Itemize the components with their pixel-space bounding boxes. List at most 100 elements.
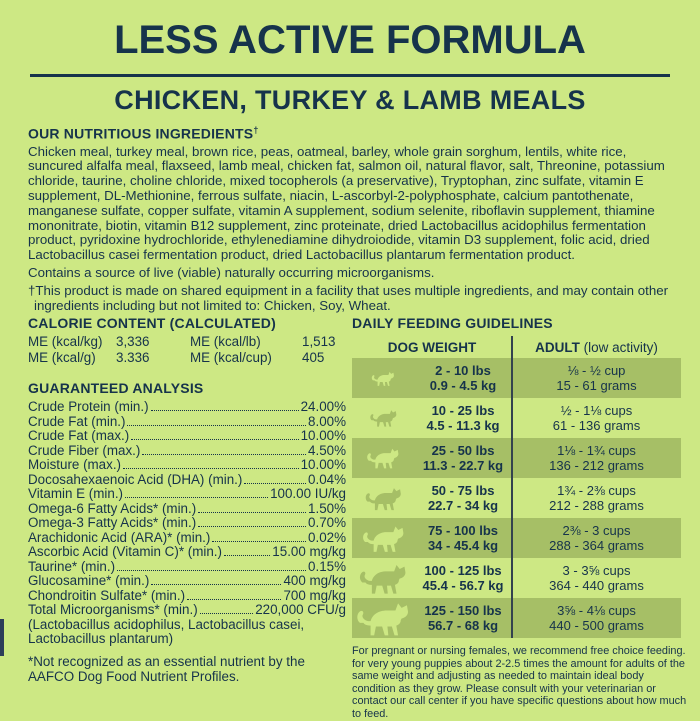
aafco-footnote: *Not recognized as an essential nutrient…: [28, 653, 305, 684]
calorie-value: 1,513: [302, 334, 336, 349]
amount-cups: ½ - 1⅛ cups: [560, 403, 633, 418]
feeding-amount-cell: 1¾ - 2⅜ cups 212 - 288 grams: [512, 483, 681, 513]
feeding-table: DOG WEIGHT ADULT (low activity) 2 - 10 l…: [352, 336, 681, 638]
feeding-row: 50 - 75 lbs 22.7 - 34 kg 1¾ - 2⅜ cups 212 -…: [352, 478, 681, 518]
calorie-value: 3,336: [116, 334, 150, 349]
ga-nutrient-value: 24.00%: [300, 399, 346, 414]
amount-cups: ⅛ - ½ cup: [567, 363, 626, 378]
adult-header-bold: ADULT: [535, 339, 580, 355]
feeding-amount-cell: 3⅝ - 4⅛ cups 440 - 500 grams: [512, 603, 681, 633]
dot-leader: [151, 584, 282, 585]
amount-grams: 440 - 500 grams: [549, 618, 644, 633]
ga-nutrient-label: Chondroitin Sulfate* (min.): [28, 587, 186, 603]
dot-leader: [150, 410, 299, 411]
dog-weight-cell: 125 - 150 lbs 56.7 - 68 kg: [414, 603, 512, 633]
dot-leader: [244, 482, 307, 484]
species-line: (Lactobacillus acidophilus, Lactobacillu…: [28, 616, 305, 632]
ga-nutrient-value: 700 mg/kg: [283, 587, 346, 603]
ga-row: Crude Fat (min.) 8.00%: [28, 413, 346, 430]
feeding-amount-cell: 3 - 3⅝ cups 364 - 440 grams: [512, 563, 681, 593]
ga-nutrient-label: Taurine* (min.): [28, 558, 116, 574]
amount-grams: 61 - 136 grams: [552, 418, 641, 433]
ga-row: Omega-3 Fatty Acids* (min.) 0.70%: [28, 515, 346, 531]
weight-kg: 34 - 45.4 kg: [427, 538, 499, 553]
amount-cups: 3 - 3⅝ cups: [562, 563, 631, 578]
ga-row: Crude Protein (min.) 24.00%: [28, 399, 346, 415]
column-divider: [511, 336, 513, 638]
weight-kg: 4.5 - 11.3 kg: [426, 418, 500, 433]
dog-weight-cell: 2 - 10 lbs 0.9 - 4.5 kg: [414, 363, 512, 393]
dot-leader: [198, 511, 307, 513]
dog-icon-cell: [352, 446, 414, 470]
feeding-amount-cell: 1⅛ - 1¾ cups 136 - 212 grams: [512, 443, 681, 473]
dot-leader: [142, 453, 307, 455]
calorie-label: ME (kcal/kg): [28, 334, 103, 349]
weight-kg: 45.4 - 56.7 kg: [422, 578, 504, 593]
dog-weight-cell: 50 - 75 lbs 22.7 - 34 kg: [414, 483, 512, 513]
microorganisms-note: Contains a source of live (viable) natur…: [28, 265, 435, 281]
ga-nutrient-label: Arachidonic Acid (ARA)* (min.): [28, 529, 211, 545]
guaranteed-analysis-list: Crude Protein (min.) 24.00% Crude Fat (min…: [28, 399, 346, 618]
dot-leader: [199, 613, 254, 614]
ga-nutrient-label: Omega-6 Fatty Acids* (min.): [28, 500, 197, 516]
dog-icon-cell: [352, 408, 414, 428]
nutrition-column: CALORIE CONTENT (CALCULATED) ME (kcal/kg…: [28, 316, 346, 684]
dog-icon-cell: [352, 561, 414, 596]
shared-equipment-note: †This product is made on shared equipmen…: [28, 282, 669, 313]
ga-nutrient-label: Vitamin E (min.): [28, 486, 123, 501]
product-label-panel: LESS ACTIVE FORMULA CHICKEN, TURKEY & LA…: [0, 18, 686, 720]
feeding-row: 125 - 150 lbs 56.7 - 68 kg 3⅝ - 4⅛ cups 440…: [352, 598, 681, 638]
ga-row: Arachidonic Acid (ARA)* (min.) 0.02%: [28, 529, 346, 546]
ga-nutrient-label: Crude Fat (min.): [28, 413, 126, 429]
dog-weight-header: DOG WEIGHT: [387, 339, 477, 355]
ga-nutrient-label: Docosahexaenoic Acid (DHA) (min.): [28, 471, 243, 487]
amount-grams: 288 - 364 grams: [549, 538, 644, 553]
ga-nutrient-value: 220,000 CFU/g: [255, 602, 346, 617]
ga-nutrient-label: Total Microorganisms* (min.): [28, 602, 198, 617]
calorie-value: 405: [302, 349, 325, 365]
weight-lbs: 100 - 125 lbs: [424, 563, 502, 578]
ga-nutrient-value: 10.00%: [300, 428, 346, 443]
ga-nutrient-value: 8.00%: [308, 413, 346, 429]
dot-leader: [127, 424, 307, 426]
species-line: Lactobacillus plantarum): [28, 631, 174, 646]
calorie-heading: CALORIE CONTENT (CALCULATED): [28, 315, 276, 331]
dog-icon: [369, 410, 396, 427]
feeding-row: 2 - 10 lbs 0.9 - 4.5 kg ⅛ - ½ cup 15 - 61 g…: [352, 358, 681, 398]
ga-row: Crude Fat (max.) 10.00%: [28, 428, 346, 444]
dot-leader: [198, 526, 307, 527]
dot-leader: [125, 497, 269, 498]
dog-icon-cell: [352, 599, 414, 638]
dagger-mark: †: [253, 125, 259, 135]
ga-row: Ascorbic Acid (Vitamin C)* (min.) 15.00 m…: [28, 544, 346, 560]
dog-icon-cell: [352, 485, 414, 512]
ga-nutrient-label: Omega-3 Fatty Acids* (min.): [28, 515, 197, 530]
dog-icon-cell: [352, 370, 414, 387]
ga-nutrient-value: 0.70%: [308, 515, 346, 530]
left-edge-mark: [0, 619, 4, 656]
ingredients-heading: OUR NUTRITIOUS INGREDIENTS†: [28, 123, 680, 142]
dot-leader: [223, 555, 271, 556]
feeding-amount-cell: 2⅜ - 3 cups 288 - 364 grams: [512, 523, 681, 553]
ga-nutrient-value: 10.00%: [300, 457, 346, 472]
dot-leader: [212, 540, 307, 542]
dog-icon: [367, 448, 399, 469]
ga-nutrient-label: Ascorbic Acid (Vitamin C)* (min.): [28, 544, 222, 559]
feeding-row: 10 - 25 lbs 4.5 - 11.3 kg ½ - 1⅛ cups 61 - …: [352, 398, 681, 438]
dog-weight-cell: 75 - 100 lbs 34 - 45.4 kg: [414, 523, 512, 553]
formula-title: LESS ACTIVE FORMULA: [114, 18, 586, 62]
ga-row: Crude Fiber (max.) 4.50%: [28, 442, 346, 459]
amount-grams: 364 - 440 grams: [549, 578, 644, 593]
amount-grams: 15 - 61 grams: [556, 378, 637, 393]
feeding-guidelines-heading: DAILY FEEDING GUIDELINES: [352, 315, 553, 331]
weight-lbs: 125 - 150 lbs: [424, 603, 502, 618]
feeding-amount-cell: ⅛ - ½ cup 15 - 61 grams: [512, 363, 681, 393]
calorie-label: ME (kcal/lb): [190, 334, 261, 349]
weight-lbs: 2 - 10 lbs: [435, 363, 491, 378]
amount-cups: 1¾ - 2⅜ cups: [557, 483, 636, 498]
ga-nutrient-label: Crude Fiber (max.): [28, 442, 141, 458]
calorie-value: 3.336: [116, 349, 150, 365]
weight-kg: 56.7 - 68 kg: [427, 618, 499, 633]
ga-nutrient-value: 100.00 IU/kg: [270, 486, 346, 501]
dog-icon: [365, 487, 401, 510]
